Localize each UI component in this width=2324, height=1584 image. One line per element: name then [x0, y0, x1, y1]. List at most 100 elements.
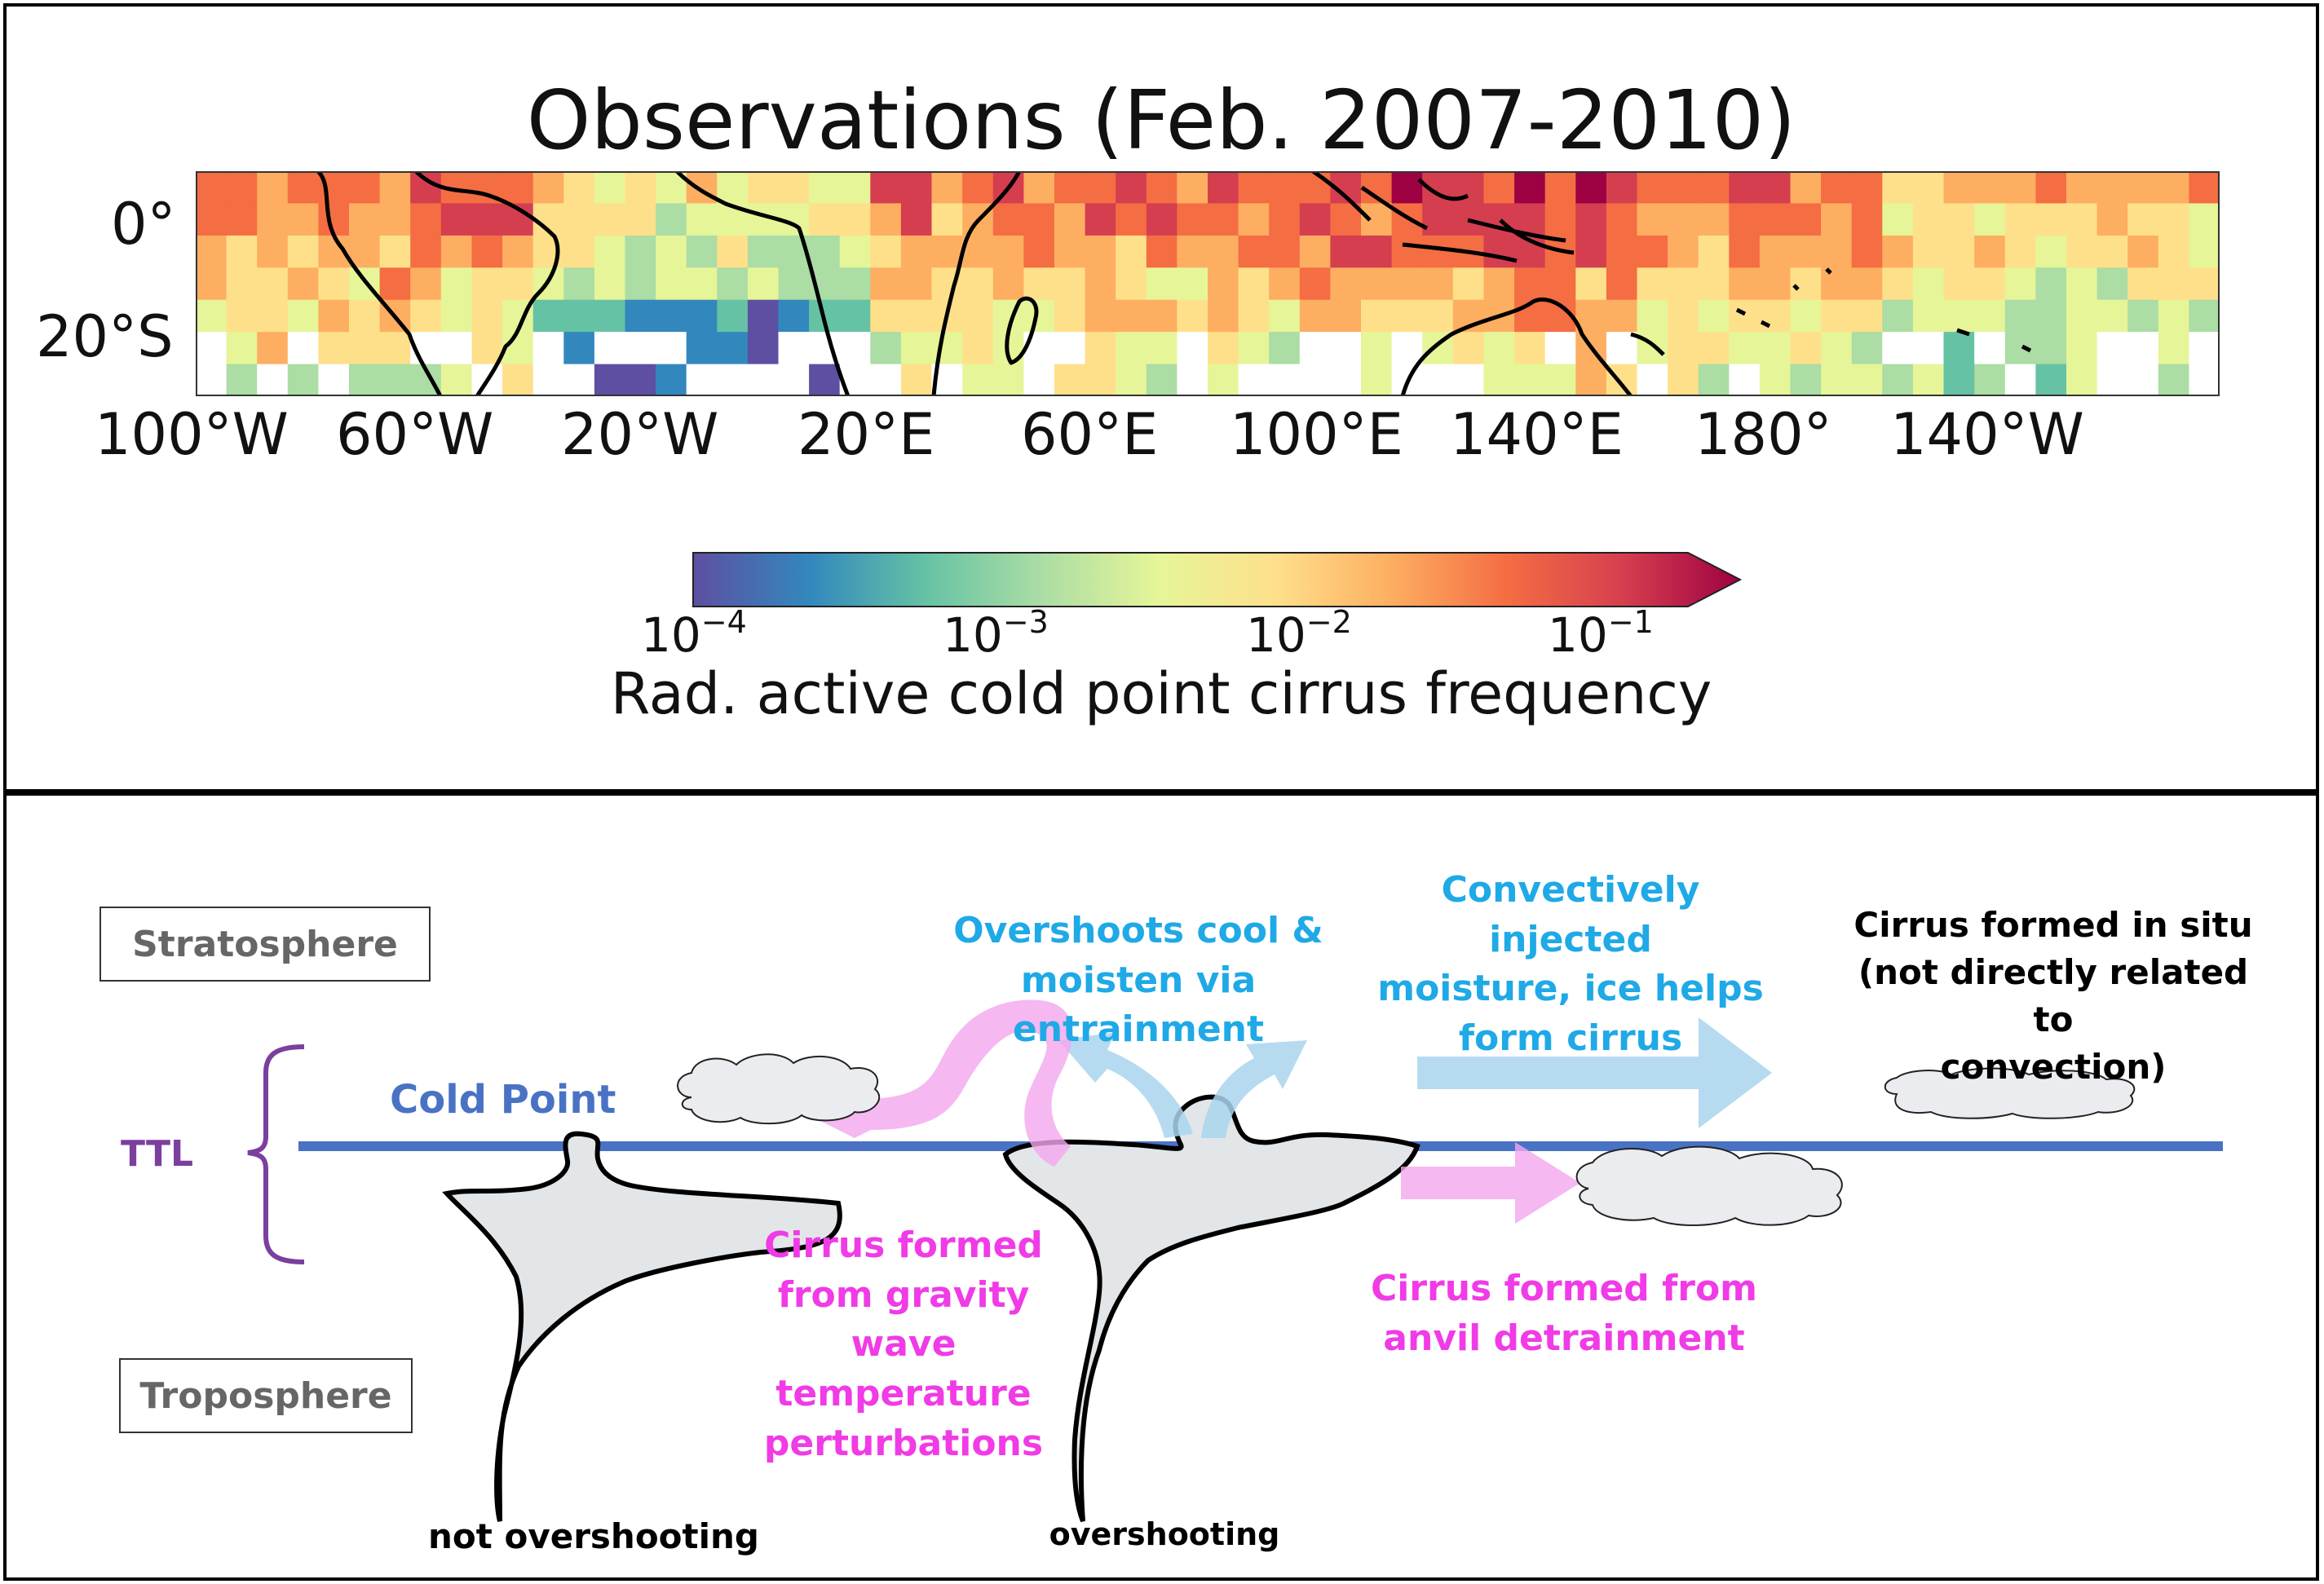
schematic-panel: Stratosphere Troposphere TTL Cold Point …	[3, 792, 2319, 1581]
map-cell	[1759, 299, 1792, 333]
map-cell	[1391, 332, 1423, 365]
map-cell	[656, 332, 687, 365]
map-cell	[1085, 332, 1116, 365]
ttl-label: TTL	[121, 1133, 194, 1175]
map-cell	[2035, 203, 2067, 236]
map-cell	[1269, 299, 1301, 333]
map-cell	[1422, 235, 1454, 268]
map-cell	[625, 203, 656, 236]
map-cell	[717, 171, 749, 204]
map-cell	[839, 299, 871, 333]
overshoots-text: Overshoots cool & moisten via entrainmen…	[953, 910, 1323, 1051]
map-cell	[2096, 267, 2128, 301]
map-cell	[2127, 203, 2159, 236]
map-cell	[1851, 203, 1883, 236]
map-cell	[1698, 171, 1730, 204]
map-cell	[1422, 203, 1454, 236]
map-cell	[1483, 235, 1515, 268]
map-cell	[2066, 364, 2098, 396]
map-cell	[1269, 203, 1301, 236]
map-cell	[1269, 171, 1301, 204]
map-cell	[1790, 235, 1822, 268]
map-cell	[1943, 299, 1975, 333]
map-cell	[379, 267, 411, 301]
map-cell	[532, 171, 564, 204]
map-cell	[1116, 299, 1147, 333]
map-cell	[1698, 364, 1730, 396]
colorbar-tick-1e-4: 10−4	[641, 604, 747, 663]
map-cell	[1729, 364, 1761, 396]
map-cell	[2096, 299, 2128, 333]
map-cell	[410, 203, 442, 236]
map-cell	[1759, 171, 1792, 204]
map-cell	[839, 171, 871, 204]
map-cell	[1422, 267, 1454, 301]
map-cell	[778, 299, 810, 333]
map-cell	[1668, 267, 1699, 301]
map-cell	[2127, 171, 2159, 204]
map-cell	[1544, 267, 1576, 301]
lon-tick-180: 180°	[1694, 401, 1832, 468]
map-cell	[839, 235, 871, 268]
map-cell	[1299, 267, 1331, 301]
map-cell	[1023, 203, 1055, 236]
map-cell	[1269, 235, 1301, 268]
map-cell	[287, 203, 319, 236]
map-cell	[226, 171, 258, 204]
map-cell	[717, 299, 749, 333]
cirrus-cloud-right	[1884, 1067, 2136, 1119]
map-cell	[2066, 267, 2098, 301]
map-cell	[1361, 267, 1393, 301]
map-cell	[900, 267, 933, 301]
map-cell	[1759, 235, 1792, 268]
map-cell	[1483, 171, 1515, 204]
map-cell	[1698, 235, 1730, 268]
convective-text: Convectively injected moisture, ice help…	[1377, 869, 1764, 1060]
map-cell	[1238, 171, 1270, 204]
map-cell	[900, 171, 933, 204]
map-cell	[778, 364, 810, 396]
map-cell	[410, 171, 442, 204]
map-cell	[1974, 171, 2006, 204]
map-cell	[747, 267, 780, 301]
map-cell	[1299, 332, 1331, 365]
stratosphere-label: Stratosphere	[99, 907, 431, 982]
map-cell	[1729, 235, 1761, 268]
colorbar-tick-1e-1: 10−1	[1548, 604, 1654, 663]
map-cell	[2189, 203, 2220, 236]
map-cell	[1974, 332, 2006, 365]
map-cell	[2158, 203, 2189, 236]
map-cell	[747, 235, 780, 268]
map-cell	[196, 299, 228, 333]
anvil-arrow	[1401, 1142, 1580, 1224]
map-cell	[2035, 332, 2067, 365]
map-cell	[594, 364, 626, 396]
map-cell	[1085, 235, 1116, 268]
map-cell	[870, 267, 902, 301]
lat-tick-0: 0°	[111, 191, 176, 258]
map-cell	[870, 299, 902, 333]
map-cell	[1668, 364, 1699, 396]
map-cell	[1698, 299, 1730, 333]
map-cell	[778, 171, 810, 204]
map-cell	[1637, 235, 1668, 268]
map-cell	[1177, 364, 1208, 396]
map-cell	[1668, 171, 1699, 204]
map-cell	[440, 267, 472, 301]
map-cell	[870, 332, 902, 365]
map-cell	[1299, 171, 1331, 204]
map-cell	[1821, 235, 1853, 268]
map-cell	[1821, 267, 1853, 301]
map-cell	[870, 235, 902, 268]
map-cell	[625, 299, 656, 333]
map-panel: Observations (Feb. 2007-2010) 0° 20°S	[3, 3, 2319, 792]
map-cell	[747, 364, 780, 396]
map-cell	[686, 235, 718, 268]
map-cell	[1544, 364, 1576, 396]
map-cell	[1361, 235, 1393, 268]
map-cell	[1391, 171, 1423, 204]
map-cell	[287, 299, 319, 333]
map-cell	[502, 267, 534, 301]
map-cell	[778, 267, 810, 301]
map-cell	[2035, 171, 2067, 204]
